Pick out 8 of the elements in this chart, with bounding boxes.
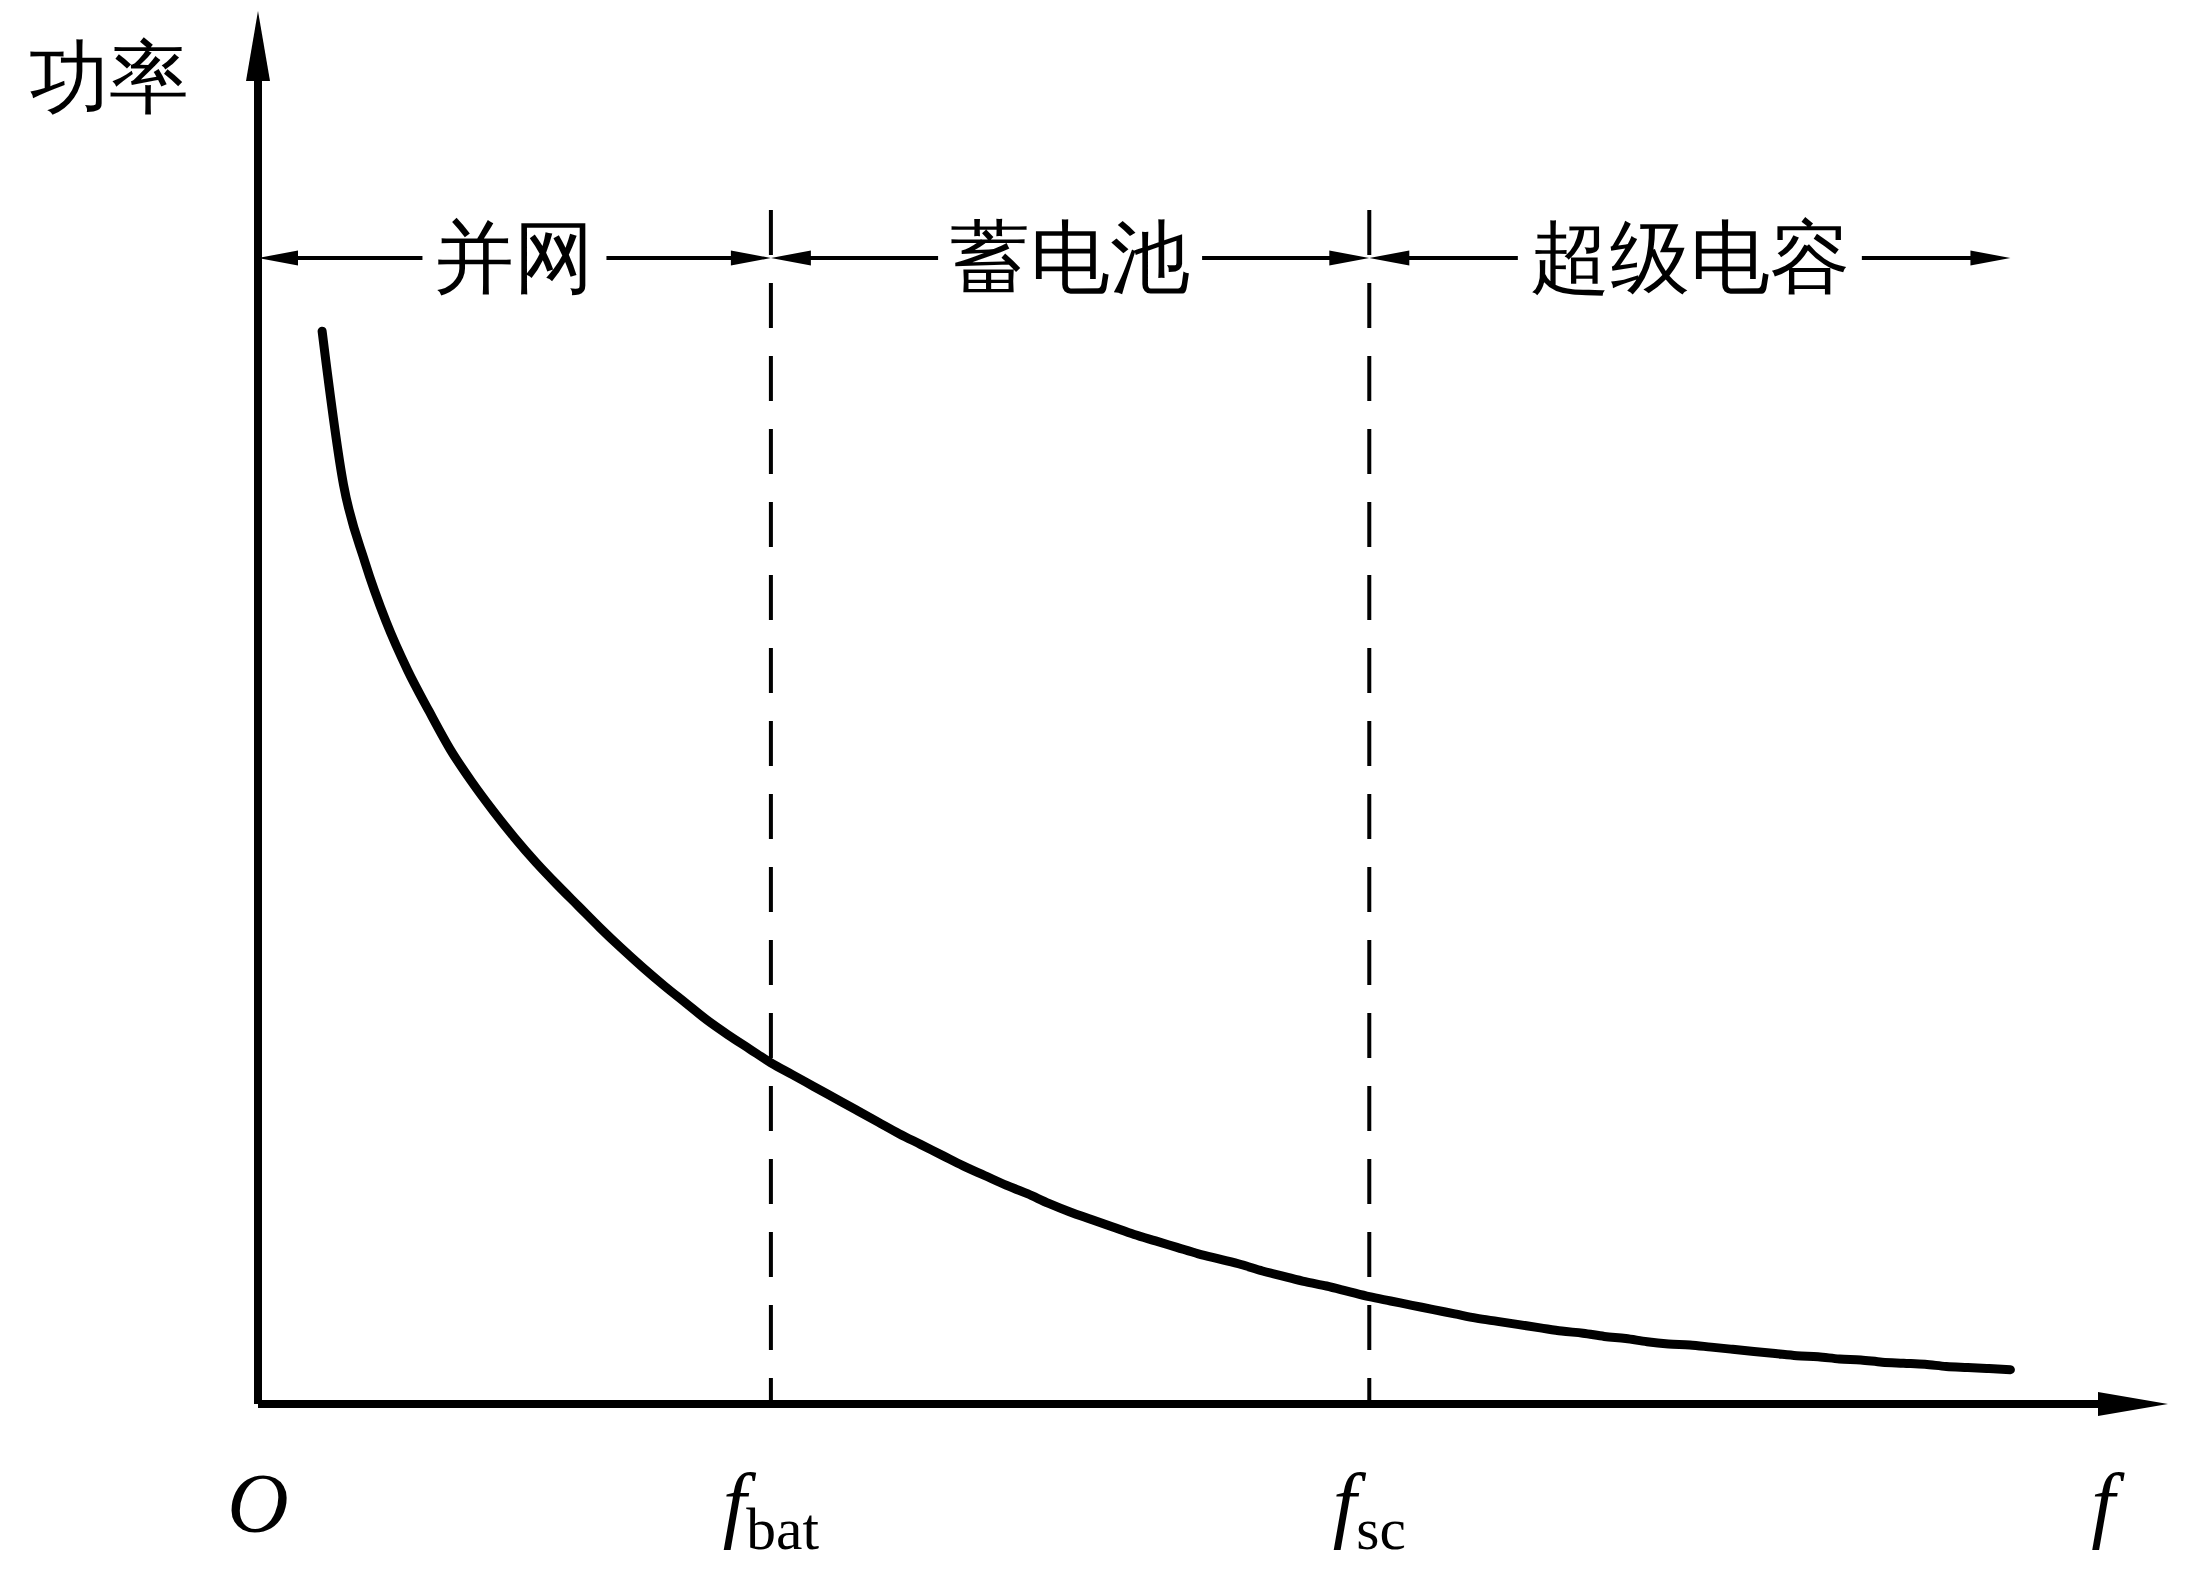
x-tick-label: f$_{bat}$ (722, 1456, 820, 1562)
y-axis-title: 功率 (29, 34, 189, 122)
text: 超级电容 (1529, 214, 1850, 302)
x-axis-title: f (2091, 1456, 2126, 1550)
x-tick-label: f$_{sc}$ (1332, 1456, 1406, 1562)
text: 蓄电池 (950, 214, 1191, 302)
text: 并网 (434, 214, 595, 302)
x-tick-label: O (227, 1456, 289, 1550)
